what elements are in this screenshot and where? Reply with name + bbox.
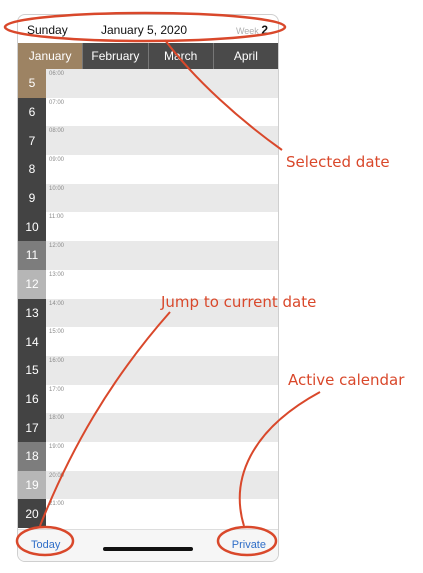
time-label: 12:00 <box>49 243 65 250</box>
day-row[interactable]: 15 16:00 <box>18 355 278 385</box>
time-label: 10:00 <box>49 185 65 192</box>
bottom-toolbar: Today Private <box>18 529 278 561</box>
time-label: 17:00 <box>49 386 65 393</box>
day-number-cell[interactable]: 14 <box>18 327 46 356</box>
month-tab-label: April <box>233 49 258 63</box>
day-row[interactable]: 20 21:00 <box>18 499 278 528</box>
day-number-cell[interactable]: 15 <box>18 355 46 385</box>
month-tab[interactable]: January <box>18 43 84 69</box>
day-number-cell[interactable]: 18 <box>18 441 46 471</box>
day-row[interactable]: 10 11:00 <box>18 212 278 242</box>
day-number-cell[interactable]: 6 <box>18 97 46 127</box>
week-label: Week <box>235 26 259 36</box>
day-row[interactable]: 9 10:00 <box>18 183 278 213</box>
time-label: 11:00 <box>49 214 64 221</box>
today-button[interactable]: Today <box>31 539 61 551</box>
home-indicator <box>103 547 193 551</box>
jump-current-date-callout: Jump to current date <box>161 293 317 311</box>
day-row[interactable]: 16 17:00 <box>18 384 278 414</box>
day-row[interactable]: 8 09:00 <box>18 155 278 184</box>
selected-date-label: January 5, 2020 <box>101 23 188 37</box>
day-row[interactable]: 6 07:00 <box>18 97 278 127</box>
time-label: 18:00 <box>49 415 65 422</box>
month-tab-label: March <box>163 49 198 63</box>
month-tab[interactable]: February <box>83 43 149 69</box>
time-label: 09:00 <box>49 157 65 164</box>
day-row[interactable]: 7 08:00 <box>18 126 278 156</box>
week-indicator: Week 2 <box>236 23 268 37</box>
time-label: 14:00 <box>49 300 65 307</box>
time-label: 20:00 <box>49 472 65 479</box>
day-row[interactable]: 18 19:00 <box>18 441 278 471</box>
day-number-cell[interactable]: 8 <box>18 155 46 184</box>
month-tab[interactable]: April <box>213 43 278 69</box>
selected-date-callout: Selected date <box>286 153 390 171</box>
time-label: 19:00 <box>49 443 65 450</box>
weekday-label: Sunday <box>27 23 68 37</box>
day-number-cell[interactable]: 16 <box>18 384 46 414</box>
time-label: 16:00 <box>49 357 65 364</box>
calendar-app: Sunday January 5, 2020 Week 2 January Fe… <box>17 14 279 562</box>
time-label: 07:00 <box>49 99 65 106</box>
day-row[interactable]: 11 12:00 <box>18 241 278 270</box>
time-label: 08:00 <box>49 128 65 135</box>
day-row[interactable]: 5 06:00 <box>18 69 278 98</box>
time-label: 06:00 <box>49 71 65 77</box>
day-number-cell[interactable]: 7 <box>18 126 46 156</box>
week-number: 2 <box>261 23 268 37</box>
calendar-selector-button[interactable]: Private <box>231 539 266 551</box>
day-number-cell[interactable]: 9 <box>18 183 46 213</box>
date-header[interactable]: Sunday January 5, 2020 Week 2 <box>18 15 278 43</box>
time-label: 13:00 <box>49 271 65 278</box>
month-tab[interactable]: March <box>148 43 214 69</box>
day-number-cell[interactable]: 5 <box>18 69 46 98</box>
day-number-cell[interactable]: 12 <box>18 269 46 299</box>
day-number-cell[interactable]: 17 <box>18 413 46 442</box>
day-row[interactable]: 12 13:00 <box>18 269 278 299</box>
time-label: 21:00 <box>49 501 65 508</box>
day-row[interactable]: 14 15:00 <box>18 327 278 356</box>
active-calendar-callout: Active calendar <box>288 371 405 389</box>
time-label: 15:00 <box>49 329 65 336</box>
day-number-cell[interactable]: 10 <box>18 212 46 242</box>
day-number-cell[interactable]: 13 <box>18 298 46 328</box>
day-row[interactable]: 19 20:00 <box>18 470 278 500</box>
month-tab-label: February <box>91 49 140 63</box>
month-tabs: January February March April <box>18 43 278 69</box>
day-number-cell[interactable]: 19 <box>18 470 46 500</box>
month-tab-label: January <box>28 49 72 63</box>
day-number-cell[interactable]: 11 <box>18 241 46 270</box>
day-number-cell[interactable]: 20 <box>18 499 46 528</box>
day-row[interactable]: 17 18:00 <box>18 413 278 442</box>
